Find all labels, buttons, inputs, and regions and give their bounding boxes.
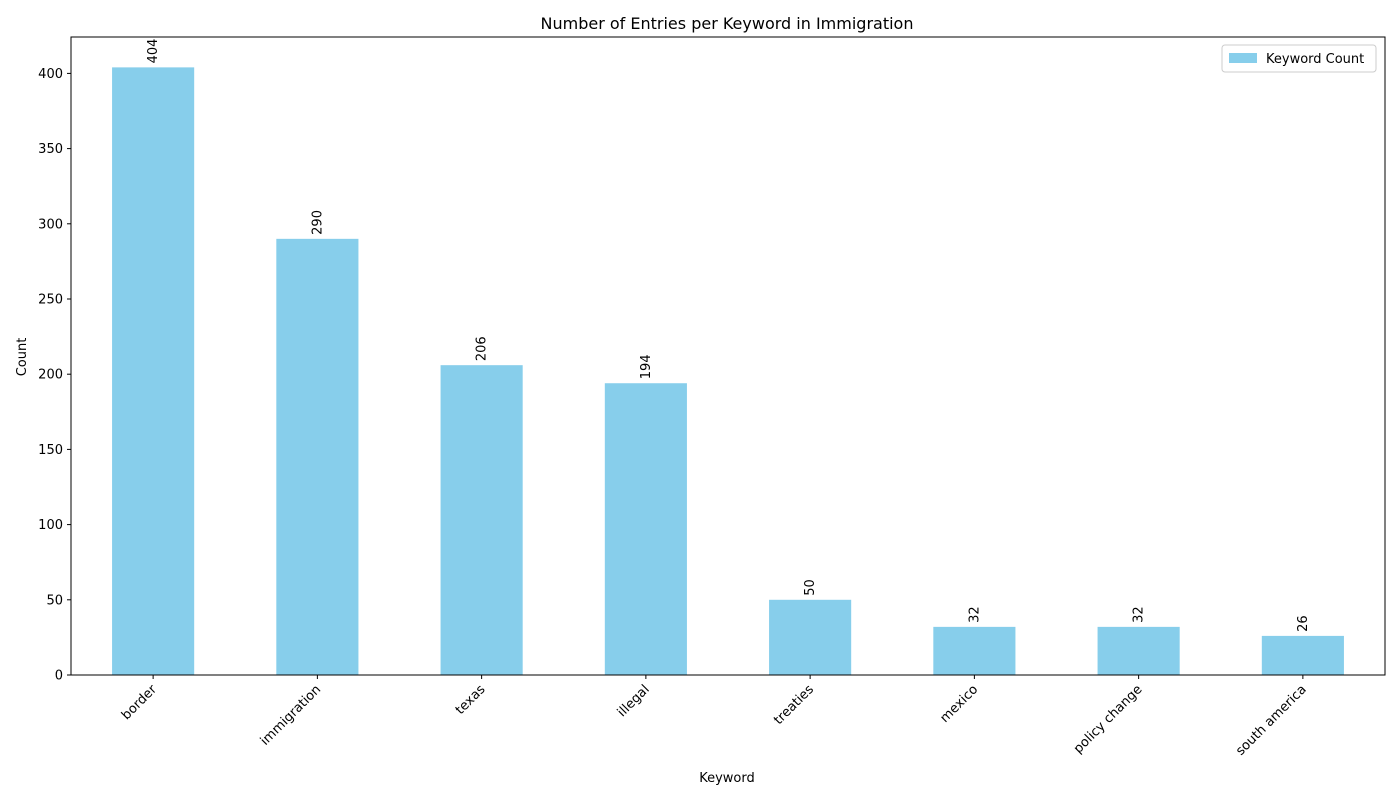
data-label: 50 xyxy=(803,579,818,596)
y-axis-label: Count xyxy=(15,338,30,377)
legend-swatch xyxy=(1229,53,1257,63)
y-tick-label: 200 xyxy=(38,368,63,383)
y-tick-label: 350 xyxy=(38,142,63,157)
bar-south-america xyxy=(1261,635,1344,675)
bar-immigration xyxy=(276,238,359,675)
bar-border xyxy=(112,67,195,675)
data-label: 26 xyxy=(1296,615,1311,632)
bar-texas xyxy=(440,365,523,675)
x-axis-label: Keyword xyxy=(699,771,755,786)
y-tick-label: 50 xyxy=(46,593,63,608)
legend: Keyword Count xyxy=(1221,44,1377,73)
x-tick-label: treaties xyxy=(771,682,817,728)
y-tick-label: 400 xyxy=(38,67,63,82)
y-tick-label: 0 xyxy=(55,669,63,684)
plot-frame xyxy=(70,36,1386,676)
data-label: 206 xyxy=(475,336,490,361)
data-label: 290 xyxy=(310,210,325,235)
data-label: 32 xyxy=(967,606,982,623)
data-label: 404 xyxy=(146,39,161,64)
y-tick-label: 250 xyxy=(38,292,63,307)
bar-policy-change xyxy=(1097,626,1180,675)
x-tick-label: texas xyxy=(453,682,489,718)
plot-area: 404 290 206 194 50 32 32 26 0 50 100 150 200 250 300 35… xyxy=(38,36,1386,759)
x-tick-label: policy change xyxy=(1071,682,1145,756)
bar-mexico xyxy=(933,626,1016,675)
x-tick-label: mexico xyxy=(937,682,981,726)
chart-title: Number of Entries per Keyword in Immigra… xyxy=(541,14,914,33)
y-tick-label: 100 xyxy=(38,518,63,533)
legend-label: Keyword Count xyxy=(1266,52,1364,67)
y-tick-label: 300 xyxy=(38,217,63,232)
data-label: 194 xyxy=(639,354,654,379)
y-tick-label: 150 xyxy=(38,443,63,458)
legend-box xyxy=(1221,44,1377,73)
bar-illegal xyxy=(604,383,687,675)
x-tick-label: south america xyxy=(1233,682,1309,758)
x-tick-label: immigration xyxy=(258,682,324,748)
bar-treaties xyxy=(769,599,852,675)
x-tick-label: illegal xyxy=(615,682,653,720)
data-label: 32 xyxy=(1132,606,1147,623)
x-tick-label: border xyxy=(119,682,160,723)
